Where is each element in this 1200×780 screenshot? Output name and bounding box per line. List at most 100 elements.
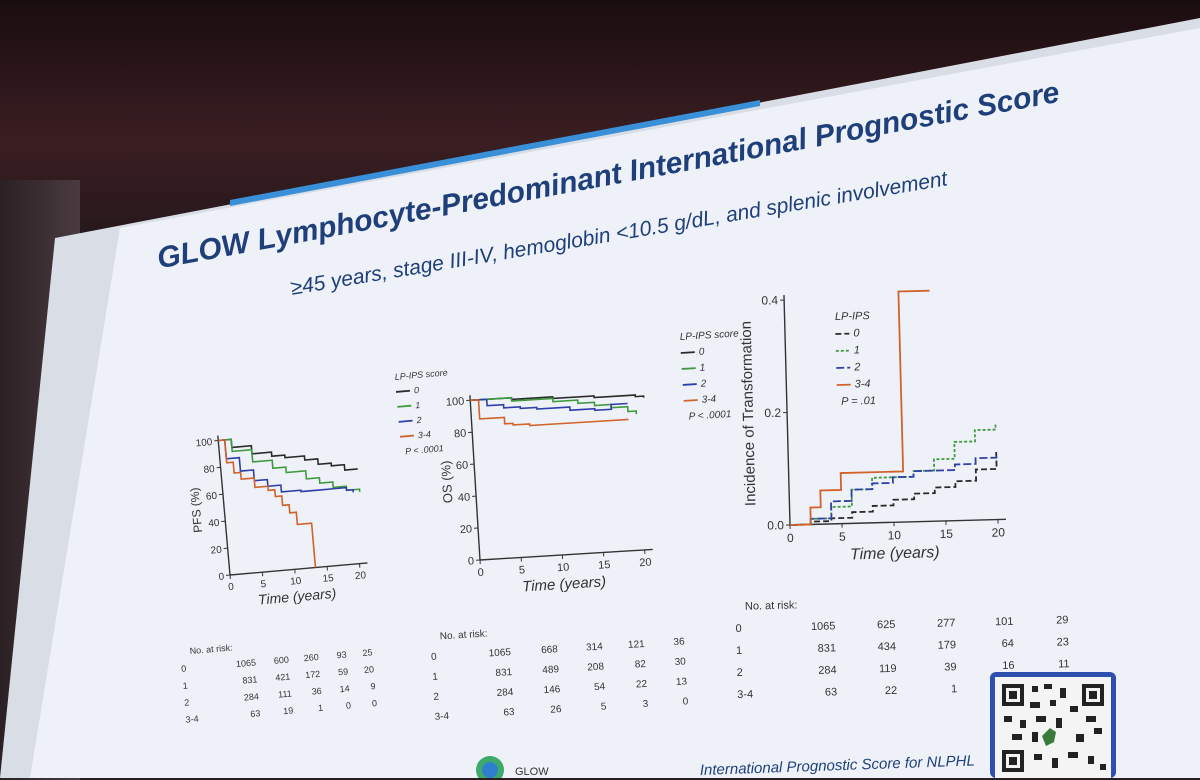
legend-label-1: 1 xyxy=(854,344,860,356)
risk-cell: 625 xyxy=(877,619,896,631)
x-tick-label: 10 xyxy=(290,576,302,588)
x-tick-label: 0 xyxy=(787,531,794,545)
legend-swatch-2 xyxy=(399,421,413,422)
x-tick-label: 5 xyxy=(519,564,526,576)
risk-cell: 119 xyxy=(879,663,897,675)
y-tick-label: 0.4 xyxy=(761,293,778,307)
risk-group-0: 0 xyxy=(735,623,741,635)
risk-cell: 831 xyxy=(495,667,513,679)
risk-cell: 121 xyxy=(628,639,646,651)
legend-swatch-0 xyxy=(396,391,410,392)
x-tick-label: 0 xyxy=(477,567,484,579)
risk-cell: 39 xyxy=(944,661,957,673)
risk-cell: 1 xyxy=(951,683,957,695)
legend-label-2: 2 xyxy=(415,415,422,425)
risk-cell: 1065 xyxy=(488,647,511,659)
y-tick-label: 40 xyxy=(458,491,471,504)
y-tick-label: 0.2 xyxy=(764,406,781,420)
legend-swatch-2 xyxy=(683,384,697,385)
risk-cell: 26 xyxy=(550,704,562,716)
legend-label-2: 2 xyxy=(699,378,707,389)
risk-cell: 0 xyxy=(372,698,378,708)
risk-cell: 277 xyxy=(937,617,956,629)
risk-cell: 101 xyxy=(995,616,1014,628)
risk-cell: 59 xyxy=(338,666,349,677)
x-tick-label: 15 xyxy=(939,527,953,541)
legend-label-3-4: 3-4 xyxy=(855,378,871,390)
risk-cell: 0 xyxy=(346,700,352,710)
risk-cell: 36 xyxy=(673,636,685,648)
slide-background xyxy=(30,28,1200,778)
risk-cell: 284 xyxy=(818,664,837,676)
risk-cell: 63 xyxy=(825,686,838,698)
y-tick-label: 20 xyxy=(210,545,222,557)
risk-cell: 489 xyxy=(542,664,560,676)
risk-cell: 14 xyxy=(339,683,350,694)
legend-label-3-4: 3-4 xyxy=(417,429,431,440)
x-tick-label: 20 xyxy=(991,525,1005,539)
legend-title: LP-IPS xyxy=(835,310,871,323)
risk-cell: 64 xyxy=(1002,638,1015,650)
risk-cell: 1065 xyxy=(236,657,257,669)
risk-group-2: 2 xyxy=(736,667,742,679)
risk-group-1: 1 xyxy=(182,680,188,690)
risk-cell: 831 xyxy=(818,642,837,654)
risk-group-0: 0 xyxy=(181,664,187,674)
y-tick-label: 60 xyxy=(206,491,218,503)
risk-cell: 146 xyxy=(543,684,561,696)
legend-label-1: 1 xyxy=(699,363,705,374)
risk-cell: 36 xyxy=(311,686,322,697)
risk-cell: 19 xyxy=(283,705,294,716)
risk-cell: 314 xyxy=(586,641,604,653)
x-axis-label: Time (years) xyxy=(850,544,940,563)
risk-cell: 54 xyxy=(594,681,606,693)
legend-label-1: 1 xyxy=(415,400,421,410)
risk-cell: 13 xyxy=(676,676,688,688)
legend-label-2: 2 xyxy=(853,361,860,373)
risk-cell: 11 xyxy=(1058,658,1070,670)
risk-cell: 1065 xyxy=(811,620,836,633)
y-tick-label: 80 xyxy=(454,428,467,441)
y-tick-label: 40 xyxy=(208,518,220,530)
legend-swatch-3-4 xyxy=(400,436,414,437)
x-tick-label: 20 xyxy=(639,557,652,570)
x-tick-label: 10 xyxy=(557,562,570,575)
risk-group-2: 2 xyxy=(184,697,190,707)
risk-cell: 260 xyxy=(303,652,319,663)
y-tick-label: 20 xyxy=(460,523,473,536)
risk-cell: 63 xyxy=(250,708,261,719)
legend-swatch-3-4 xyxy=(684,400,698,401)
risk-cell: 1 xyxy=(318,703,324,713)
risk-group-1: 1 xyxy=(736,645,742,657)
y-tick-label: 100 xyxy=(195,437,213,449)
y-tick-label: 100 xyxy=(446,396,465,409)
risk-cell: 25 xyxy=(362,647,373,658)
risk-table-label: No. at risk: xyxy=(745,599,798,612)
legend-swatch-1 xyxy=(682,368,696,369)
qr-code[interactable] xyxy=(990,672,1118,778)
x-tick-label: 15 xyxy=(322,573,334,585)
risk-cell: 20 xyxy=(364,664,375,675)
risk-group-3-4: 3-4 xyxy=(434,711,450,723)
legend-swatch-1 xyxy=(397,406,411,407)
risk-cell: 668 xyxy=(541,644,559,656)
risk-cell: 63 xyxy=(503,707,515,719)
risk-cell: 22 xyxy=(636,679,648,691)
risk-cell: 284 xyxy=(496,687,514,699)
risk-cell: 600 xyxy=(273,655,289,666)
footer-logo-text: GLOW xyxy=(515,766,549,778)
risk-cell: 172 xyxy=(305,669,321,680)
p-value: P = .01 xyxy=(841,395,876,408)
risk-cell: 23 xyxy=(1057,636,1070,648)
x-tick-label: 10 xyxy=(887,528,901,542)
legend-label-0: 0 xyxy=(414,385,420,395)
legend-swatch-0 xyxy=(681,352,695,353)
y-tick-label: 80 xyxy=(203,464,215,476)
risk-cell: 831 xyxy=(242,674,258,685)
risk-cell: 434 xyxy=(878,641,897,653)
risk-cell: 93 xyxy=(336,649,347,660)
y-tick-label: 0.0 xyxy=(767,518,784,532)
risk-cell: 179 xyxy=(937,639,956,651)
x-tick-label: 20 xyxy=(355,570,367,582)
